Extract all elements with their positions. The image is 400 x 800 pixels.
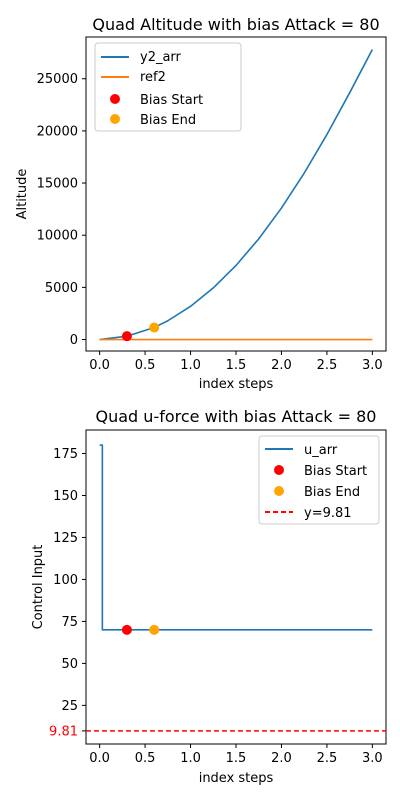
- x-axis-label: index steps: [199, 771, 274, 786]
- legend-swatch-bias-start: [110, 94, 120, 104]
- chart-title: Quad u-force with bias Attack = 80: [96, 407, 377, 426]
- x-tick-label: 1.0: [180, 751, 201, 766]
- data-point-bias-start: [121, 624, 132, 635]
- y-axis-label: Control Input: [31, 545, 46, 630]
- legend-label-bias-end: Bias End: [140, 113, 196, 128]
- legend-label-y-9-81: y=9.81: [304, 506, 352, 521]
- x-tick-label: 0.5: [135, 751, 156, 766]
- legend-box: [94, 42, 242, 132]
- y-tick-label: 20000: [37, 124, 78, 139]
- x-tick-label: 1.0: [180, 358, 201, 373]
- x-tick-label: 3.0: [362, 358, 383, 373]
- legend-swatch-bias-end: [110, 114, 120, 124]
- y-tick-label: 10000: [37, 229, 78, 244]
- y-axis-label: Altitude: [15, 169, 30, 220]
- x-tick-label: 1.5: [226, 358, 247, 373]
- legend-label-bias-start: Bias Start: [304, 464, 367, 479]
- y-tick-label-highlight: 9.81: [49, 724, 78, 739]
- plot-area: [86, 444, 386, 732]
- x-axis: 0.0 0.5 1.0 1.5 2.0 2.5 3.0: [89, 351, 383, 373]
- x-tick-label: 2.5: [317, 751, 338, 766]
- plot-area: [99, 49, 374, 342]
- y-tick-label: 125: [53, 531, 78, 546]
- x-tick-label: 0.0: [89, 358, 110, 373]
- x-tick-label: 2.0: [271, 358, 292, 373]
- y-tick-label: 100: [53, 573, 78, 588]
- x-axis-label: index steps: [199, 377, 274, 392]
- y-tick-label: 75: [61, 615, 78, 630]
- x-tick-label: 1.5: [226, 751, 247, 766]
- data-point-bias-end: [149, 322, 160, 333]
- legend-label-bias-start: Bias Start: [140, 93, 203, 108]
- y-tick-label: 5000: [45, 281, 78, 296]
- legend-label-y2_arr: y2_arr: [140, 50, 182, 65]
- x-tick-label: 0.5: [135, 358, 156, 373]
- x-axis: 0.0 0.5 1.0 1.5 2.0 2.5 3.0: [89, 744, 383, 766]
- y-axis: 0 5000 10000 15000 20000 25000: [37, 72, 86, 348]
- legend-swatch-bias-start: [274, 465, 284, 475]
- legend-swatch-bias-end: [274, 486, 284, 496]
- y-tick-label: 175: [53, 447, 78, 462]
- legend: y2_arr ref2 Bias Start Bias End: [94, 42, 242, 132]
- y-tick-label: 25000: [37, 72, 78, 87]
- y-axis: 25 50 75 100 125 150 175 9.81: [49, 447, 86, 739]
- y-tick-label: 150: [53, 489, 78, 504]
- legend-box: [258, 435, 380, 525]
- y-tick-label: 25: [61, 699, 78, 714]
- x-tick-label: 2.5: [317, 358, 338, 373]
- series-line-u-arr: [99, 444, 373, 631]
- y-tick-label: 15000: [37, 177, 78, 192]
- x-tick-label: 3.0: [362, 751, 383, 766]
- legend-label-ref2: ref2: [140, 70, 166, 85]
- chart-title: Quad Altitude with bias Attack = 80: [92, 15, 379, 34]
- chart-u-force: Quad u-force with bias Attack = 80 0.0 0.…: [31, 407, 387, 786]
- x-tick-label: 2.0: [271, 751, 292, 766]
- legend-label-u_arr: u_arr: [304, 443, 338, 458]
- x-tick-label: 0.0: [89, 751, 110, 766]
- data-point-bias-end: [149, 624, 160, 635]
- legend: u_arr Bias Start Bias End y=9.81: [258, 435, 380, 525]
- legend-label-bias-end: Bias End: [304, 485, 360, 500]
- y-tick-label: 50: [61, 657, 78, 672]
- data-point-bias-start: [121, 331, 132, 342]
- chart-altitude: Quad Altitude with bias Attack = 80 0.0 0…: [15, 15, 387, 392]
- y-tick-label: 0: [70, 333, 78, 348]
